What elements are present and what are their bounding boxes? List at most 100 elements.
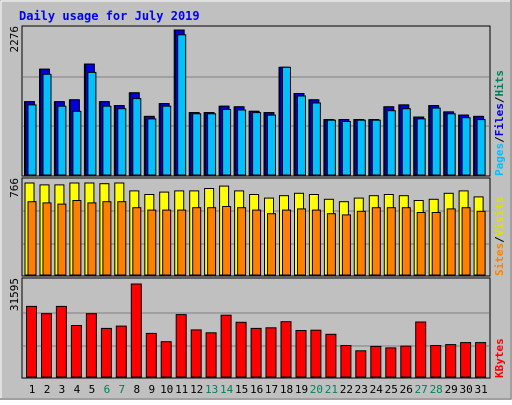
- pages-bar: [416, 118, 426, 176]
- kbytes-bar: [460, 342, 472, 378]
- day-label: 31: [474, 383, 487, 396]
- kbytes-bar: [100, 327, 112, 378]
- legend-sites: Sites: [493, 243, 506, 276]
- kbytes-bar: [190, 329, 202, 378]
- pages-bar: [117, 108, 127, 176]
- sites-bar: [461, 207, 471, 276]
- day-label: 23: [355, 383, 368, 396]
- legend-separator: /: [493, 236, 506, 243]
- pages-bar: [27, 104, 37, 176]
- kbytes-bar: [265, 327, 277, 378]
- day-label: 11: [175, 383, 188, 396]
- legend-hits: Hits: [493, 70, 506, 97]
- sites-bar: [42, 202, 52, 276]
- sites-bar: [162, 209, 172, 276]
- kbytes-bar: [280, 321, 292, 378]
- day-label: 18: [280, 383, 293, 396]
- kbytes-bar: [385, 347, 397, 378]
- sites-bar: [72, 200, 82, 276]
- kbytes-bar: [325, 333, 337, 378]
- day-label: 20: [310, 383, 323, 396]
- day-label: 12: [190, 383, 203, 396]
- pages-bar: [326, 119, 336, 176]
- sites-bar: [297, 208, 306, 276]
- pages-bar: [42, 73, 52, 176]
- pages-bar: [356, 119, 366, 176]
- kbytes-bar: [355, 350, 367, 378]
- hits-ymax-label: 2276: [8, 26, 21, 53]
- pages-bar: [207, 113, 217, 176]
- kbytes-bar: [430, 345, 442, 378]
- visits-ymax-label: 766: [8, 178, 21, 198]
- pages-bar: [252, 112, 262, 176]
- kbytes-bar: [55, 305, 67, 378]
- sites-bar: [341, 214, 351, 276]
- sites-bar: [311, 209, 321, 276]
- day-label: 30: [459, 383, 472, 396]
- sites-bar: [371, 207, 381, 276]
- sites-bar: [102, 201, 112, 276]
- day-label: 25: [385, 383, 398, 396]
- sites-bar: [177, 209, 187, 276]
- pages-bar: [72, 110, 82, 176]
- kbytes-bar: [205, 332, 217, 378]
- sites-bar: [237, 207, 247, 276]
- day-label: 7: [118, 383, 125, 396]
- kbytes-bar: [250, 327, 262, 378]
- day-label: 1: [29, 383, 36, 396]
- sites-bar: [446, 208, 456, 276]
- sites-bar: [147, 209, 157, 276]
- kbytes-bar: [235, 321, 247, 378]
- pages-bar: [401, 108, 411, 176]
- kbytes-bar: [130, 283, 142, 378]
- pages-bar: [267, 114, 276, 176]
- pages-bar: [282, 66, 291, 176]
- day-label: 14: [220, 383, 234, 396]
- pages-bar: [87, 71, 97, 176]
- day-label: 5: [89, 383, 96, 396]
- visits-legend: Sites/Visits: [493, 197, 506, 277]
- sites-bar: [117, 201, 127, 276]
- day-labels: 1 2 3 4 5 6 7 8 9 10 11 12 13 14 15 16 17 18 19 20 21 22 23 24 2…: [29, 383, 488, 396]
- sites-bar: [282, 209, 291, 276]
- day-label: 9: [148, 383, 155, 396]
- kbytes-bar: [340, 345, 352, 378]
- pages-bar: [446, 113, 456, 176]
- legend-separator: /: [493, 96, 506, 103]
- day-label: 26: [400, 383, 413, 396]
- sites-bar: [252, 209, 262, 276]
- pages-bar: [57, 105, 67, 176]
- pages-bar: [431, 107, 441, 176]
- kbytes-bar: [475, 342, 487, 378]
- day-label: 4: [74, 383, 81, 396]
- day-label: 13: [205, 383, 218, 396]
- kbytes-bar: [26, 305, 37, 378]
- legend-kbytes: KBytes: [493, 338, 506, 378]
- legend-separator: /: [493, 136, 506, 143]
- kbytes-ymax-label: 31595: [8, 278, 21, 311]
- legend-files: Files: [493, 103, 506, 136]
- sites-bar: [132, 207, 142, 276]
- kbytes-bar: [220, 314, 232, 378]
- day-label: 28: [430, 383, 443, 396]
- day-label: 17: [265, 383, 278, 396]
- sites-bar: [57, 203, 67, 276]
- kbytes-bar: [310, 329, 322, 378]
- sites-bar: [326, 213, 336, 276]
- chart-title: Daily usage for July 2019: [19, 9, 200, 23]
- pages-bar: [297, 95, 306, 176]
- sites-bar: [401, 207, 411, 276]
- sites-bar: [87, 202, 97, 276]
- day-label: 8: [133, 383, 140, 396]
- day-label: 21: [325, 383, 338, 396]
- pages-bar: [386, 110, 396, 176]
- hits-legend: Pages/Files/Hits: [493, 70, 506, 176]
- day-label: 22: [340, 383, 353, 396]
- sites-bar: [207, 207, 217, 276]
- pages-bar: [341, 121, 351, 176]
- pages-bar: [132, 98, 142, 176]
- day-label: 24: [370, 383, 384, 396]
- day-label: 15: [235, 383, 248, 396]
- kbytes-bar: [445, 344, 457, 378]
